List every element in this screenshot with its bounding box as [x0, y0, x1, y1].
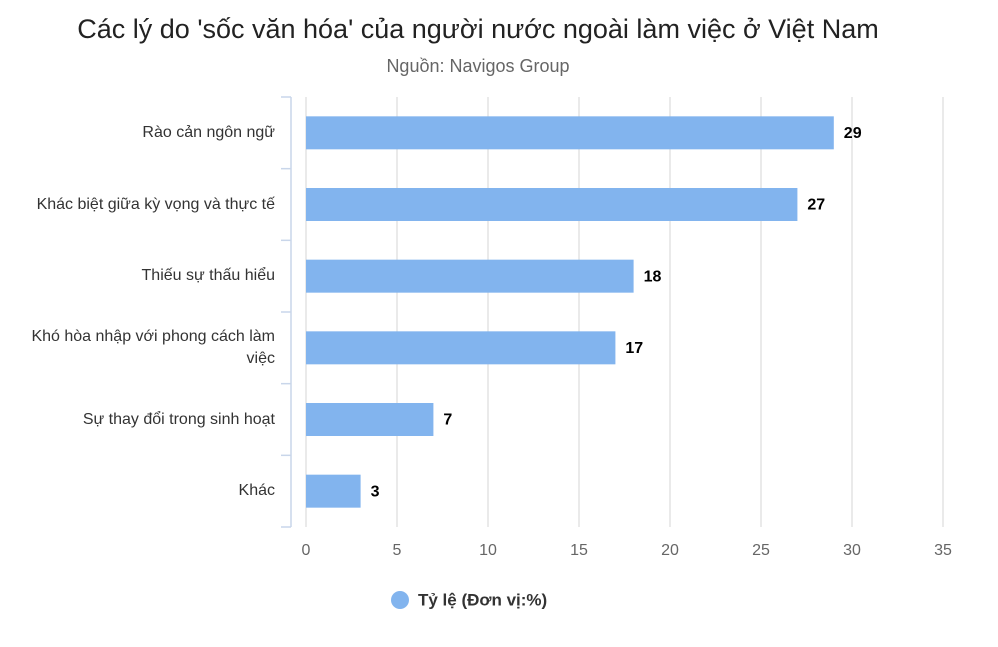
value-label: 3 [371, 483, 380, 500]
y-tick-label: Khác biệt giữa kỳ vọng và thực tế [36, 195, 275, 213]
y-tick-label: Khó hòa nhập với phong cách làm việc [31, 327, 275, 367]
bar [306, 331, 616, 365]
x-tick-label: 20 [661, 542, 679, 559]
x-tick-label: 5 [393, 542, 402, 559]
legend-label: Tỷ lệ (Đơn vị:%) [418, 590, 547, 609]
value-label: 17 [625, 340, 643, 357]
bar [306, 259, 634, 293]
x-tick-label: 35 [934, 542, 952, 559]
x-tick-label: 25 [752, 542, 770, 559]
bar [306, 116, 834, 150]
x-tick-label: 30 [843, 542, 861, 559]
x-tick-label: 10 [479, 542, 497, 559]
y-tick-label: Khác [238, 482, 275, 500]
value-label: 27 [807, 197, 825, 214]
y-tick-label: Sự thay đổi trong sinh hoạt [82, 410, 275, 428]
bar [306, 403, 434, 436]
value-label: 7 [443, 412, 452, 429]
y-tick-label: Rào cản ngôn ngữ [142, 123, 275, 141]
value-label: 18 [644, 268, 662, 285]
chart-subtitle: Nguồn: Navigos Group [386, 56, 569, 76]
y-tick-label: Thiếu sự thấu hiểu [141, 267, 275, 285]
legend-marker [391, 591, 409, 609]
bar [306, 188, 798, 221]
value-label: 29 [844, 125, 862, 142]
x-tick-label: 15 [570, 542, 588, 559]
bar [306, 474, 361, 508]
x-tick-label: 0 [302, 542, 311, 559]
chart-title: Các lý do 'sốc văn hóa' của người nước n… [77, 14, 878, 44]
